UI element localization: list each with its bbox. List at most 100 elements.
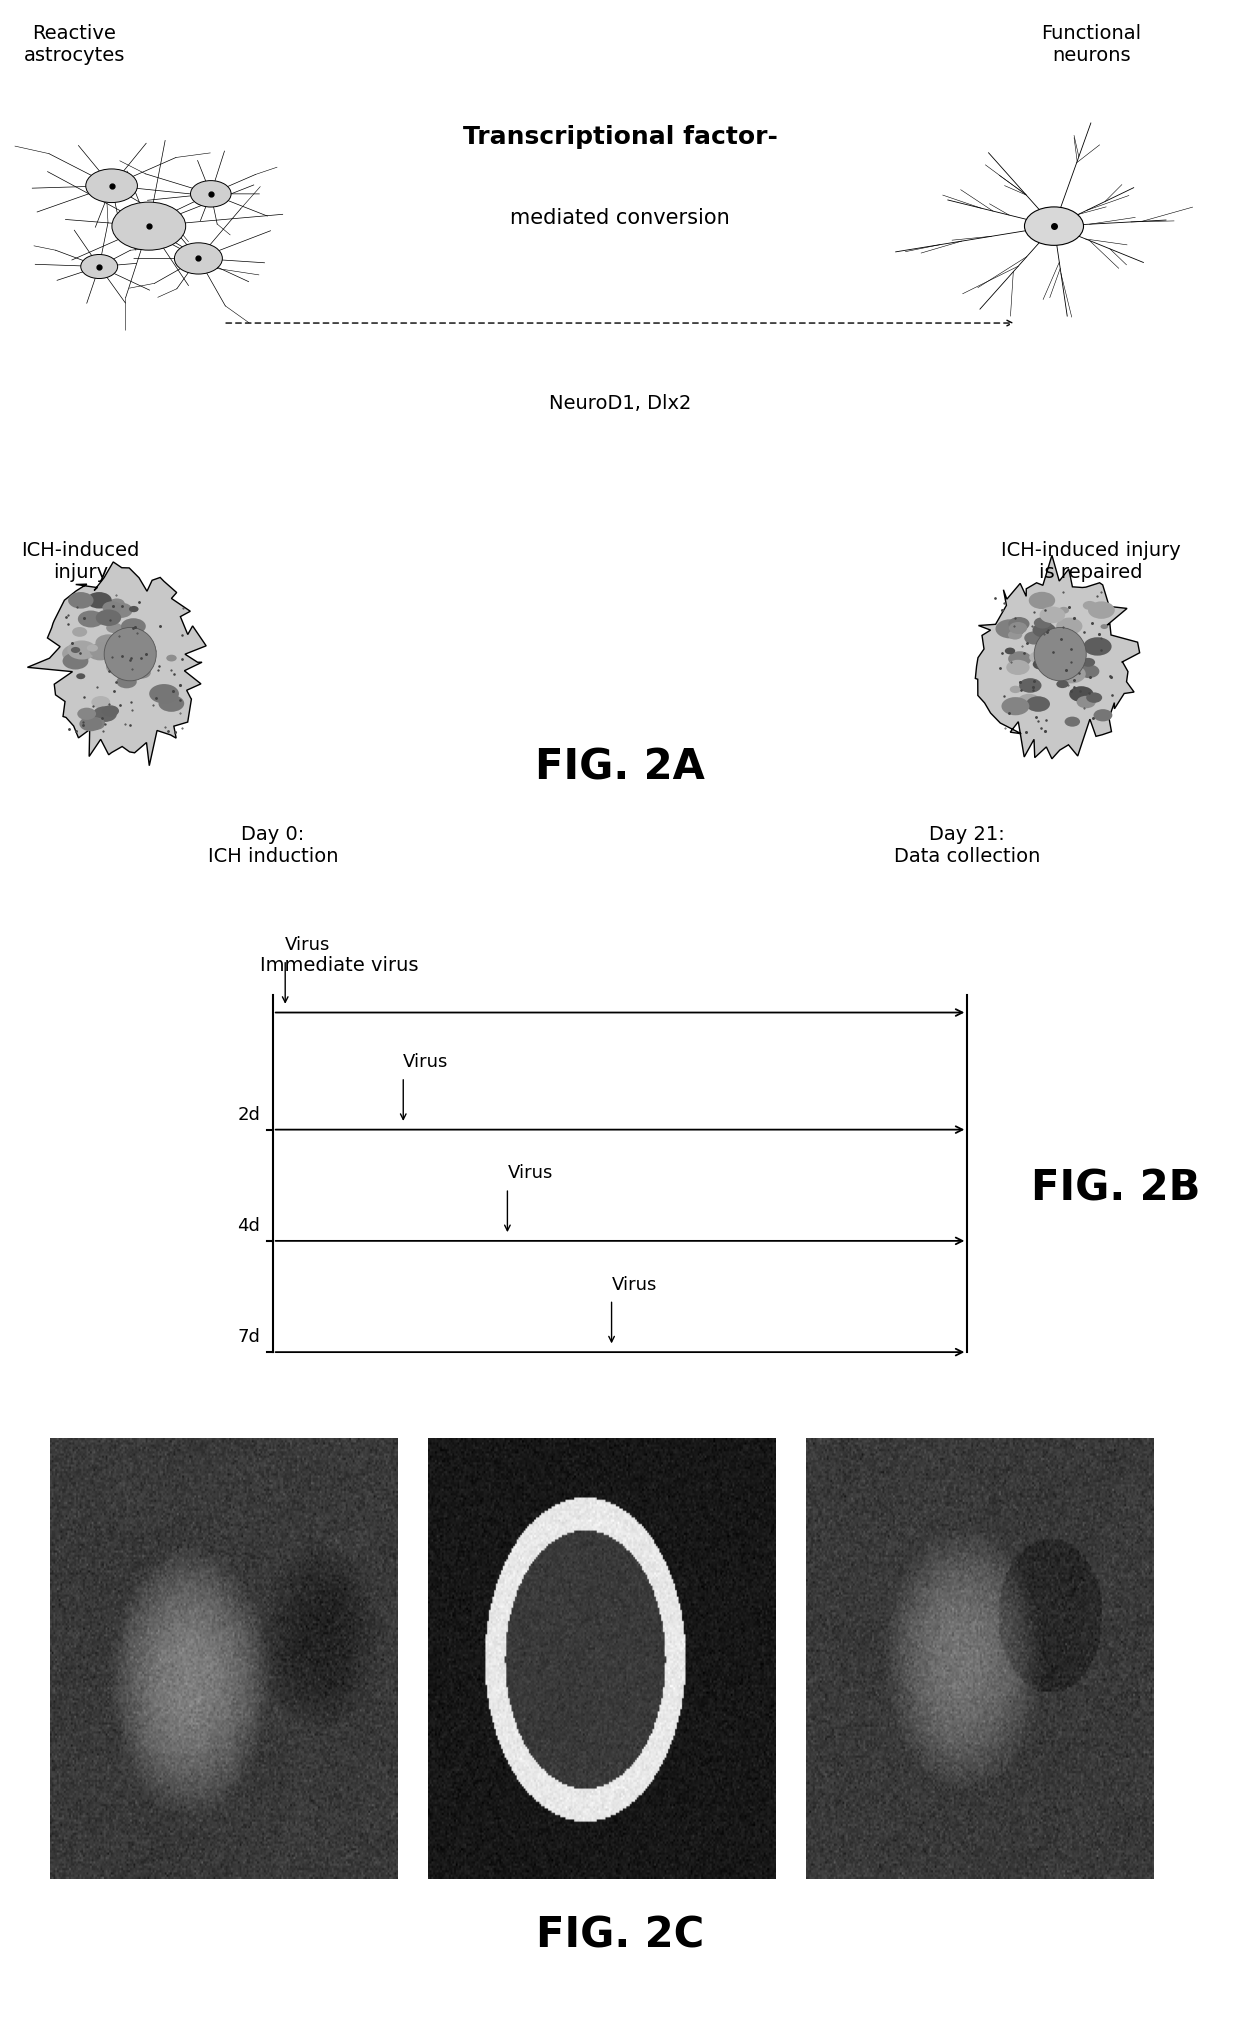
- Circle shape: [62, 652, 88, 670]
- Circle shape: [77, 709, 95, 721]
- Circle shape: [1002, 697, 1029, 715]
- Circle shape: [91, 644, 103, 652]
- Circle shape: [166, 654, 177, 662]
- Circle shape: [1024, 632, 1044, 644]
- Circle shape: [1004, 648, 1016, 654]
- Circle shape: [1009, 686, 1022, 693]
- Circle shape: [93, 707, 117, 723]
- Circle shape: [149, 684, 179, 703]
- Circle shape: [1029, 592, 1055, 610]
- Circle shape: [92, 697, 110, 709]
- Circle shape: [102, 705, 119, 717]
- Circle shape: [62, 644, 92, 662]
- Circle shape: [1034, 618, 1052, 628]
- Circle shape: [81, 254, 118, 279]
- Circle shape: [1094, 709, 1112, 721]
- Circle shape: [1086, 693, 1102, 703]
- Polygon shape: [976, 555, 1140, 759]
- Circle shape: [122, 618, 146, 634]
- Circle shape: [1033, 622, 1055, 638]
- Circle shape: [1024, 206, 1084, 246]
- Circle shape: [1049, 658, 1069, 670]
- Text: FIG. 2A: FIG. 2A: [536, 747, 704, 787]
- Circle shape: [117, 674, 136, 688]
- Circle shape: [87, 592, 112, 608]
- Circle shape: [1029, 652, 1048, 664]
- Circle shape: [109, 602, 133, 618]
- Text: NeuroD1, Dlx2: NeuroD1, Dlx2: [549, 394, 691, 414]
- Circle shape: [103, 602, 122, 614]
- Circle shape: [1009, 622, 1027, 634]
- Circle shape: [1056, 664, 1086, 682]
- Text: 4d: 4d: [238, 1217, 260, 1236]
- Text: FIG. 2C: FIG. 2C: [536, 1914, 704, 1956]
- Text: Immediate virus: Immediate virus: [260, 957, 419, 975]
- Circle shape: [89, 642, 114, 658]
- Circle shape: [1056, 642, 1068, 648]
- Circle shape: [108, 642, 118, 650]
- Circle shape: [1087, 602, 1115, 620]
- Circle shape: [1027, 682, 1038, 690]
- Circle shape: [71, 646, 81, 652]
- Circle shape: [119, 678, 130, 686]
- Circle shape: [67, 640, 97, 660]
- Text: Day 21:
Data collection: Day 21: Data collection: [894, 826, 1040, 866]
- Circle shape: [1065, 717, 1080, 727]
- Circle shape: [159, 695, 185, 713]
- Circle shape: [112, 202, 186, 250]
- Circle shape: [1056, 618, 1083, 634]
- Circle shape: [124, 636, 133, 640]
- Text: ICH-induced
injury: ICH-induced injury: [21, 541, 140, 581]
- Circle shape: [175, 242, 222, 275]
- Text: FIG. 2B: FIG. 2B: [1032, 1167, 1200, 1209]
- Circle shape: [1056, 680, 1069, 688]
- Ellipse shape: [1034, 628, 1086, 680]
- Circle shape: [86, 170, 138, 202]
- Circle shape: [1052, 658, 1068, 670]
- Text: Day 0:
ICH induction: Day 0: ICH induction: [207, 826, 339, 866]
- Circle shape: [107, 660, 130, 674]
- Text: Virus: Virus: [507, 1165, 553, 1183]
- Circle shape: [1018, 695, 1040, 709]
- Circle shape: [1079, 664, 1100, 678]
- Text: Reactive
astrocytes: Reactive astrocytes: [24, 24, 125, 65]
- Circle shape: [1008, 630, 1022, 640]
- Circle shape: [78, 610, 104, 628]
- Circle shape: [1035, 644, 1056, 658]
- Circle shape: [87, 644, 98, 652]
- Circle shape: [95, 610, 122, 626]
- Ellipse shape: [104, 628, 156, 680]
- Circle shape: [1033, 658, 1049, 670]
- Text: 7d: 7d: [238, 1329, 260, 1347]
- Circle shape: [1007, 660, 1029, 674]
- Circle shape: [88, 644, 113, 660]
- Text: Virus: Virus: [285, 937, 331, 955]
- Circle shape: [1084, 638, 1111, 656]
- Circle shape: [1076, 697, 1096, 709]
- Polygon shape: [27, 561, 206, 765]
- Circle shape: [1019, 678, 1042, 693]
- Circle shape: [1008, 652, 1032, 666]
- Circle shape: [131, 646, 148, 656]
- Circle shape: [1044, 644, 1055, 652]
- Circle shape: [125, 662, 146, 676]
- Text: Virus: Virus: [611, 1276, 657, 1294]
- Text: Functional
neurons: Functional neurons: [1042, 24, 1141, 65]
- Text: Virus: Virus: [403, 1054, 449, 1070]
- Circle shape: [86, 717, 105, 731]
- Circle shape: [95, 634, 122, 652]
- Circle shape: [68, 592, 93, 608]
- Circle shape: [79, 717, 102, 731]
- Circle shape: [133, 666, 151, 678]
- Circle shape: [1100, 624, 1109, 630]
- Circle shape: [146, 648, 156, 654]
- Circle shape: [1069, 686, 1094, 703]
- Circle shape: [72, 628, 87, 636]
- Text: mediated conversion: mediated conversion: [510, 208, 730, 228]
- Circle shape: [129, 606, 139, 612]
- Circle shape: [1027, 697, 1050, 713]
- Circle shape: [1081, 658, 1095, 666]
- Circle shape: [76, 672, 86, 678]
- Circle shape: [1008, 618, 1029, 630]
- Circle shape: [109, 598, 125, 610]
